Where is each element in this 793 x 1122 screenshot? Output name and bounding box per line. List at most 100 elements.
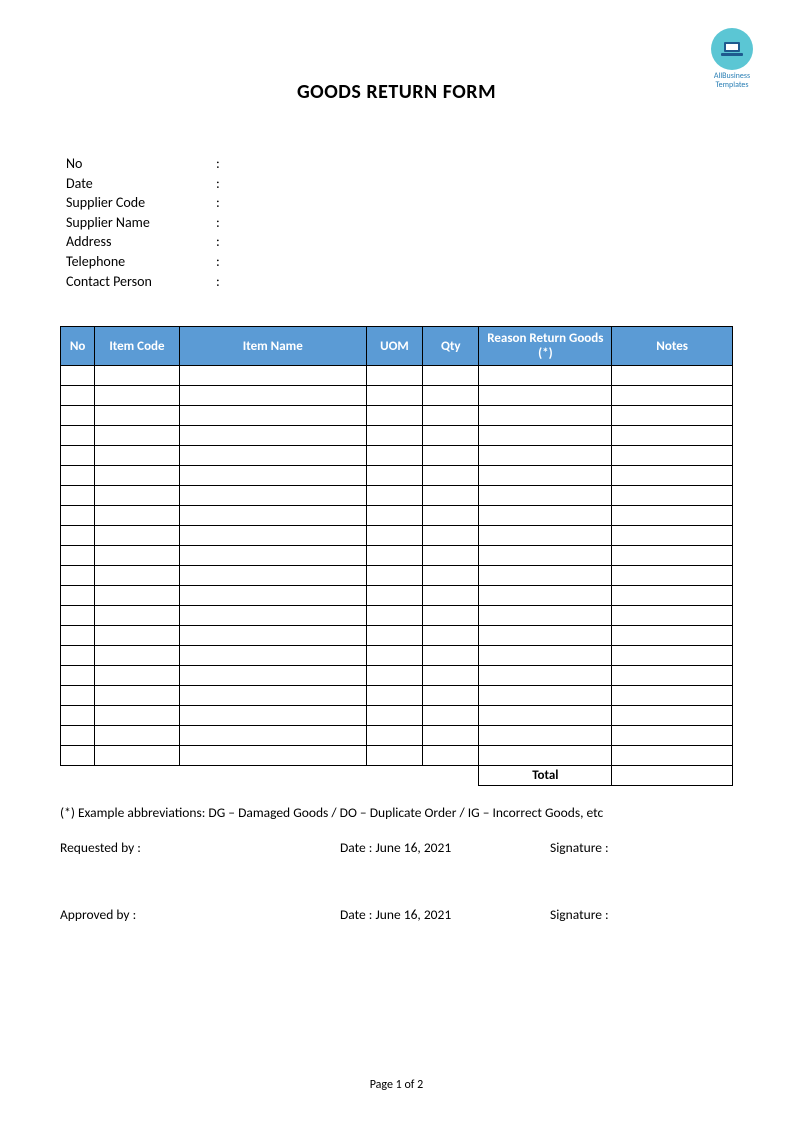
table-cell[interactable] bbox=[61, 546, 95, 566]
table-cell[interactable] bbox=[479, 566, 612, 586]
table-cell[interactable] bbox=[366, 586, 422, 606]
table-cell[interactable] bbox=[366, 546, 422, 566]
table-cell[interactable] bbox=[479, 646, 612, 666]
table-cell[interactable] bbox=[179, 546, 366, 566]
table-cell[interactable] bbox=[612, 486, 733, 506]
table-cell[interactable] bbox=[95, 666, 180, 686]
table-cell[interactable] bbox=[612, 626, 733, 646]
table-cell[interactable] bbox=[612, 646, 733, 666]
table-cell[interactable] bbox=[61, 566, 95, 586]
table-cell[interactable] bbox=[61, 626, 95, 646]
table-cell[interactable] bbox=[179, 566, 366, 586]
table-cell[interactable] bbox=[179, 466, 366, 486]
table-cell[interactable] bbox=[179, 746, 366, 766]
table-cell[interactable] bbox=[179, 686, 366, 706]
table-cell[interactable] bbox=[423, 606, 479, 626]
table-cell[interactable] bbox=[366, 746, 422, 766]
table-cell[interactable] bbox=[423, 586, 479, 606]
table-cell[interactable] bbox=[95, 566, 180, 586]
table-cell[interactable] bbox=[366, 386, 422, 406]
table-cell[interactable] bbox=[612, 366, 733, 386]
table-cell[interactable] bbox=[179, 706, 366, 726]
table-cell[interactable] bbox=[479, 506, 612, 526]
table-cell[interactable] bbox=[479, 726, 612, 746]
table-cell[interactable] bbox=[423, 706, 479, 726]
table-cell[interactable] bbox=[61, 666, 95, 686]
table-cell[interactable] bbox=[423, 386, 479, 406]
table-cell[interactable] bbox=[479, 466, 612, 486]
table-cell[interactable] bbox=[423, 626, 479, 646]
table-cell[interactable] bbox=[366, 366, 422, 386]
table-cell[interactable] bbox=[612, 406, 733, 426]
table-cell[interactable] bbox=[479, 626, 612, 646]
table-cell[interactable] bbox=[95, 486, 180, 506]
table-cell[interactable] bbox=[95, 506, 180, 526]
table-cell[interactable] bbox=[366, 566, 422, 586]
table-cell[interactable] bbox=[479, 746, 612, 766]
table-cell[interactable] bbox=[366, 626, 422, 646]
table-cell[interactable] bbox=[61, 366, 95, 386]
table-cell[interactable] bbox=[423, 666, 479, 686]
table-cell[interactable] bbox=[479, 606, 612, 626]
table-cell[interactable] bbox=[612, 566, 733, 586]
table-cell[interactable] bbox=[179, 446, 366, 466]
table-cell[interactable] bbox=[612, 446, 733, 466]
table-cell[interactable] bbox=[95, 426, 180, 446]
table-cell[interactable] bbox=[612, 586, 733, 606]
table-cell[interactable] bbox=[95, 366, 180, 386]
table-cell[interactable] bbox=[612, 506, 733, 526]
table-cell[interactable] bbox=[423, 466, 479, 486]
table-cell[interactable] bbox=[479, 386, 612, 406]
table-cell[interactable] bbox=[612, 746, 733, 766]
table-cell[interactable] bbox=[423, 506, 479, 526]
table-cell[interactable] bbox=[95, 466, 180, 486]
table-cell[interactable] bbox=[479, 546, 612, 566]
table-cell[interactable] bbox=[366, 726, 422, 746]
table-cell[interactable] bbox=[95, 446, 180, 466]
table-cell[interactable] bbox=[61, 446, 95, 466]
table-cell[interactable] bbox=[61, 706, 95, 726]
table-cell[interactable] bbox=[423, 446, 479, 466]
table-cell[interactable] bbox=[179, 426, 366, 446]
table-cell[interactable] bbox=[179, 406, 366, 426]
table-cell[interactable] bbox=[95, 586, 180, 606]
table-cell[interactable] bbox=[423, 646, 479, 666]
table-cell[interactable] bbox=[179, 366, 366, 386]
table-cell[interactable] bbox=[612, 466, 733, 486]
table-cell[interactable] bbox=[423, 486, 479, 506]
table-cell[interactable] bbox=[423, 746, 479, 766]
table-cell[interactable] bbox=[479, 586, 612, 606]
table-cell[interactable] bbox=[366, 486, 422, 506]
table-cell[interactable] bbox=[366, 446, 422, 466]
table-cell[interactable] bbox=[366, 466, 422, 486]
table-cell[interactable] bbox=[366, 646, 422, 666]
table-cell[interactable] bbox=[179, 726, 366, 746]
table-cell[interactable] bbox=[612, 706, 733, 726]
table-cell[interactable] bbox=[179, 486, 366, 506]
table-cell[interactable] bbox=[95, 746, 180, 766]
table-cell[interactable] bbox=[95, 546, 180, 566]
table-cell[interactable] bbox=[479, 686, 612, 706]
table-cell[interactable] bbox=[366, 686, 422, 706]
table-cell[interactable] bbox=[366, 406, 422, 426]
table-cell[interactable] bbox=[423, 686, 479, 706]
table-cell[interactable] bbox=[612, 686, 733, 706]
table-cell[interactable] bbox=[479, 486, 612, 506]
table-cell[interactable] bbox=[95, 406, 180, 426]
table-cell[interactable] bbox=[179, 666, 366, 686]
table-cell[interactable] bbox=[179, 386, 366, 406]
table-cell[interactable] bbox=[95, 706, 180, 726]
table-cell[interactable] bbox=[61, 686, 95, 706]
table-cell[interactable] bbox=[95, 686, 180, 706]
table-cell[interactable] bbox=[612, 386, 733, 406]
table-cell[interactable] bbox=[179, 506, 366, 526]
table-cell[interactable] bbox=[612, 526, 733, 546]
table-cell[interactable] bbox=[179, 526, 366, 546]
table-cell[interactable] bbox=[366, 666, 422, 686]
table-cell[interactable] bbox=[366, 506, 422, 526]
table-cell[interactable] bbox=[612, 726, 733, 746]
table-cell[interactable] bbox=[479, 426, 612, 446]
table-cell[interactable] bbox=[479, 406, 612, 426]
table-cell[interactable] bbox=[61, 646, 95, 666]
table-cell[interactable] bbox=[612, 666, 733, 686]
